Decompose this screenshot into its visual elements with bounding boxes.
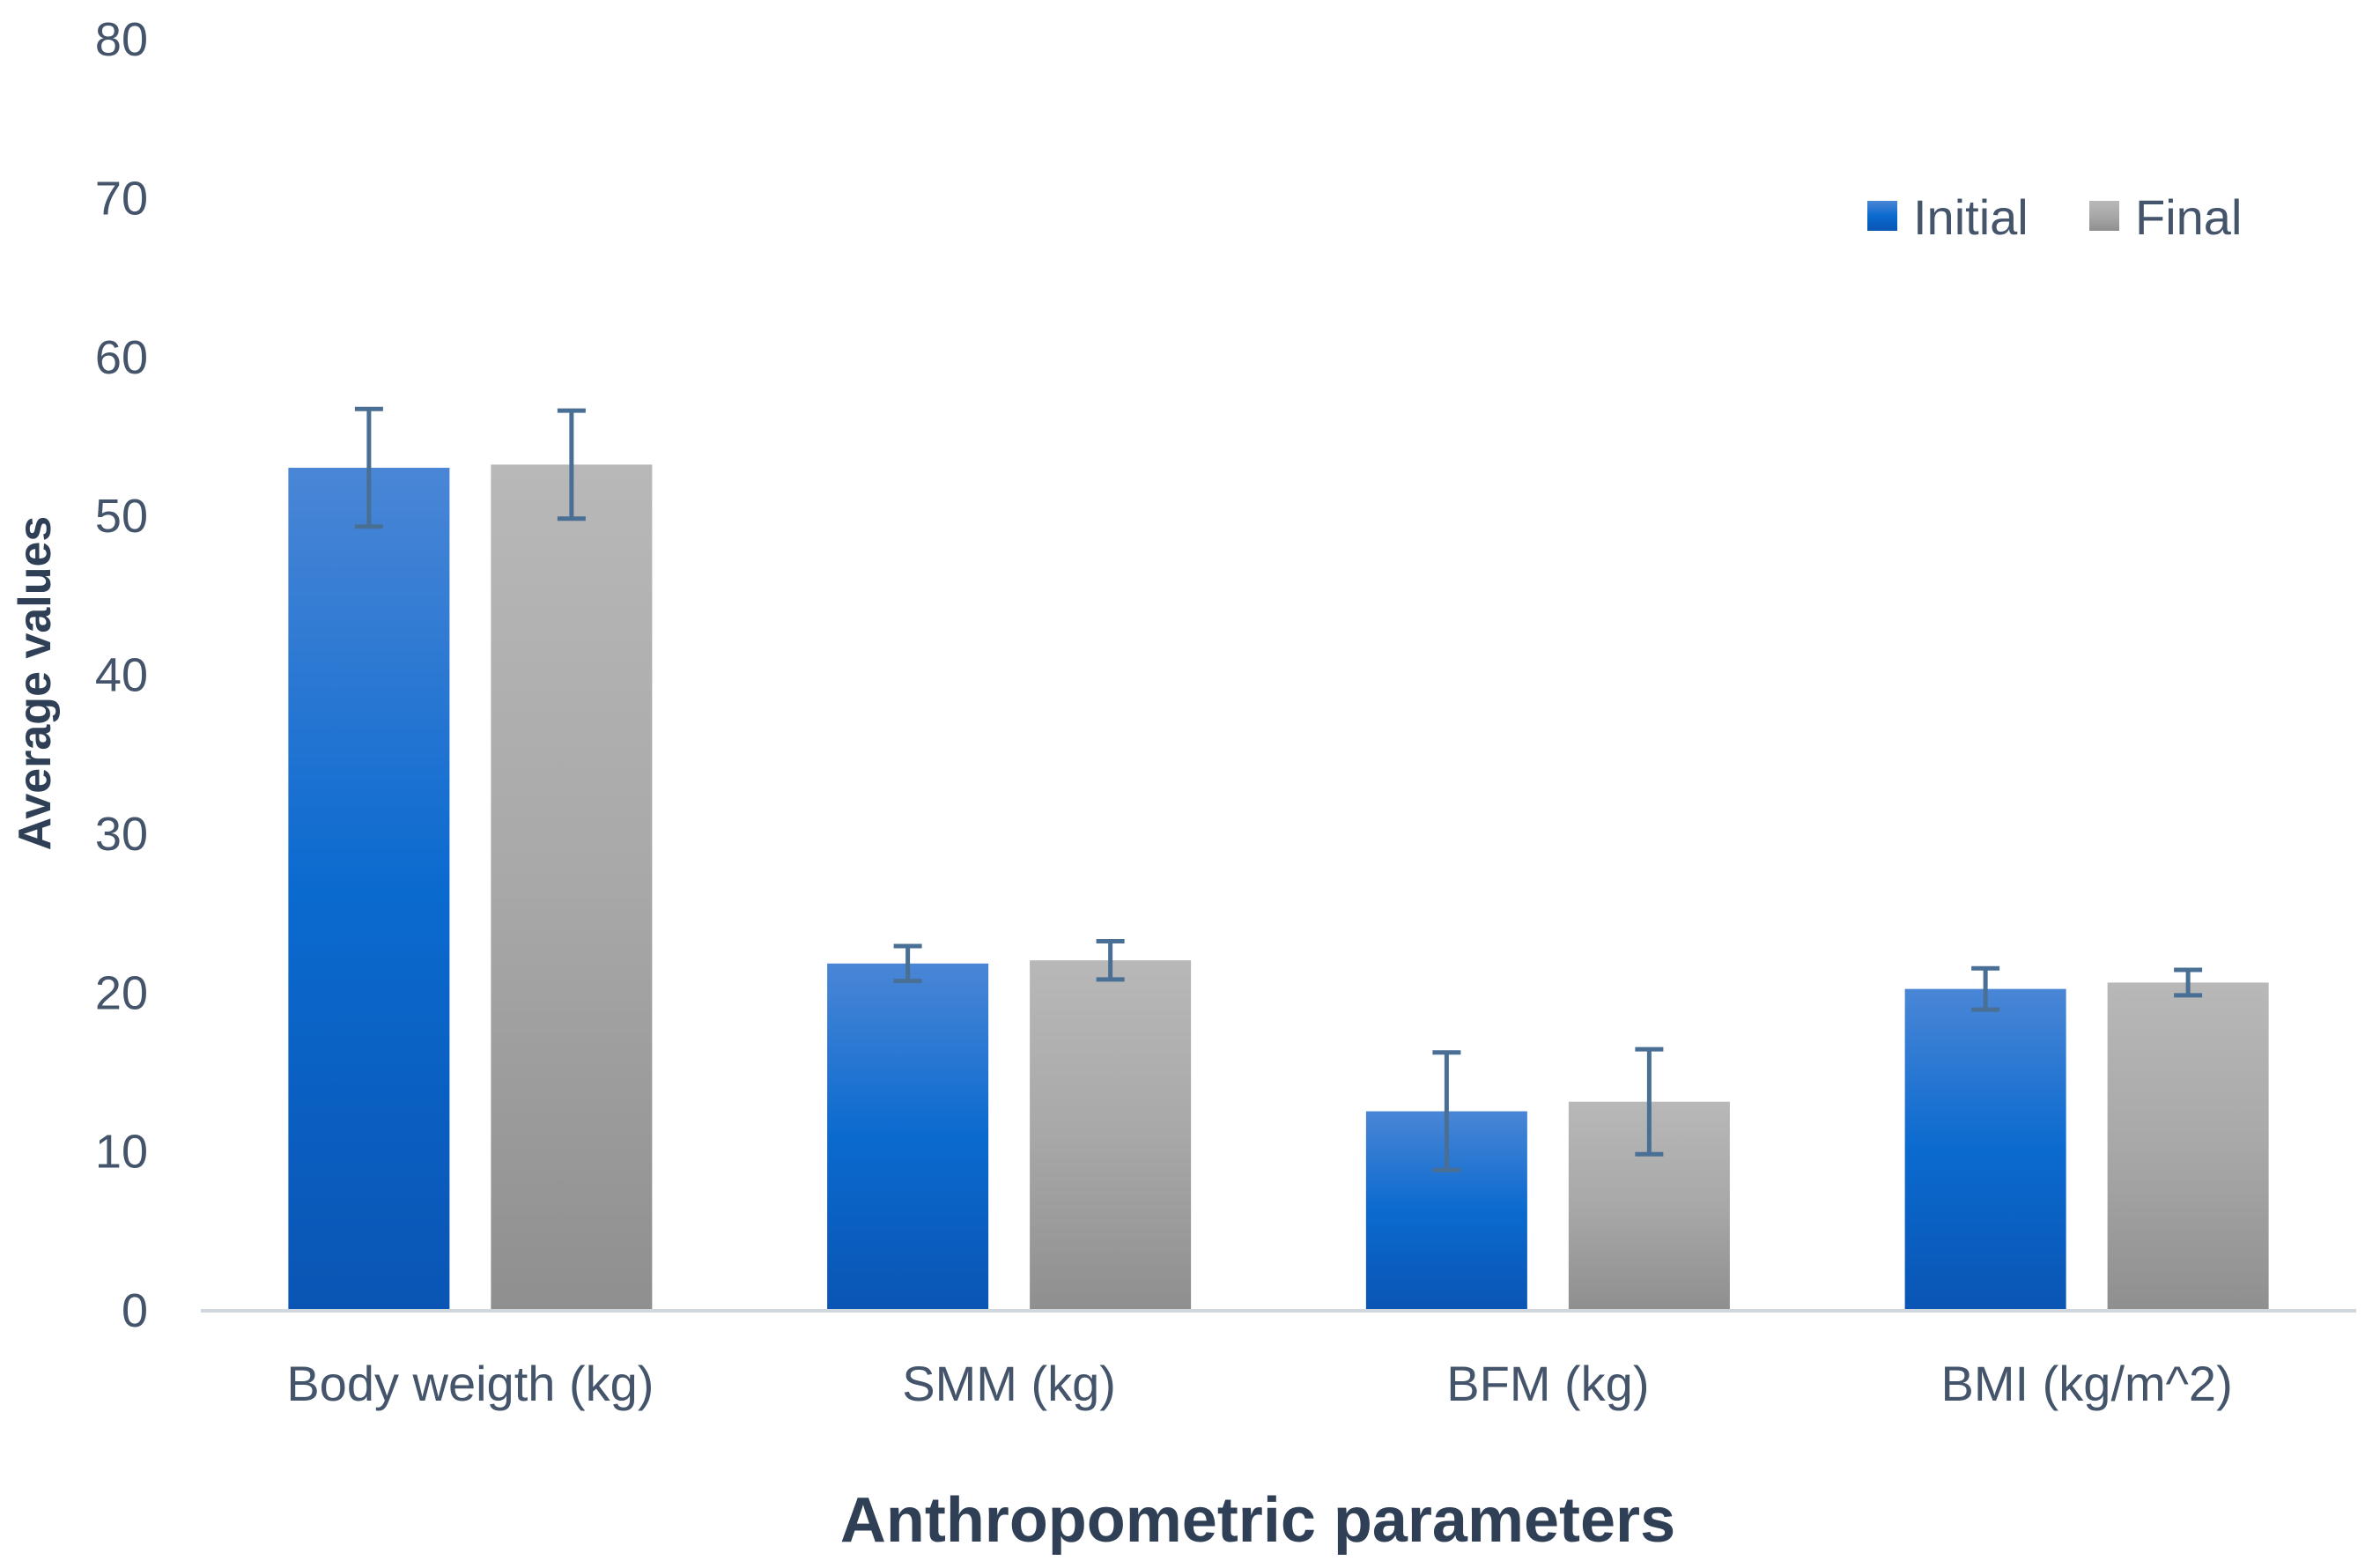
x-axis-title: Anthropometric parameters: [840, 1485, 1675, 1556]
y-tick-label: 80: [95, 13, 148, 66]
y-tick-label: 60: [95, 331, 148, 384]
x-axis-categories: Body weigth (kg) SMM (kg) BFM (kg) BMI (kg/…: [286, 1356, 2232, 1411]
bar-final: [2107, 982, 2269, 1310]
bar-initial: [1904, 988, 2066, 1310]
legend-label-final: Final: [2135, 189, 2242, 245]
legend: Initial Final: [1867, 189, 2242, 245]
y-tick-label: 10: [95, 1126, 148, 1179]
y-axis-ticks: 0 10 20 30 40 50 60 70 80: [95, 13, 148, 1337]
legend-label-initial: Initial: [1913, 189, 2029, 245]
legend-swatch-initial: [1867, 201, 1897, 231]
y-tick-label: 30: [95, 808, 148, 861]
y-tick-label: 50: [95, 490, 148, 543]
category-label: SMM (kg): [902, 1356, 1116, 1411]
category-label: BMI (kg/m^2): [1941, 1356, 2233, 1411]
y-tick-label: 70: [95, 172, 148, 225]
bar-final: [491, 464, 653, 1310]
y-tick-label: 20: [95, 966, 148, 1019]
bar-initial: [827, 963, 989, 1310]
bar-initial: [288, 468, 450, 1310]
category-label: BFM (kg): [1446, 1356, 1649, 1411]
error-bars: [354, 406, 2203, 1172]
y-tick-label: 40: [95, 649, 148, 702]
y-tick-label: 0: [122, 1284, 148, 1337]
legend-swatch-final: [2089, 201, 2119, 231]
bar-final: [1030, 960, 1192, 1310]
y-axis-title: Average values: [10, 516, 61, 851]
bars: [288, 464, 2269, 1310]
category-label: Body weigth (kg): [286, 1356, 654, 1411]
